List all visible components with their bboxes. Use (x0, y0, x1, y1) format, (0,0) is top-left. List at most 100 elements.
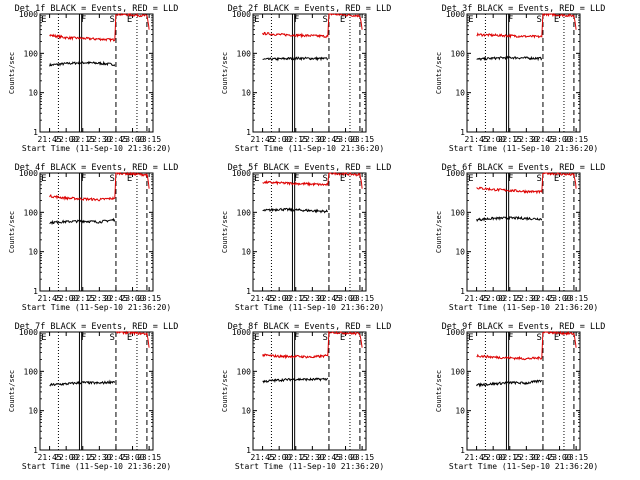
marker-label: E (468, 15, 473, 25)
events-series-line (49, 379, 116, 387)
lld-series-line (262, 330, 363, 360)
y-tick-label: 100 (451, 367, 466, 376)
events-series-line (49, 60, 116, 67)
marker-label: S (537, 333, 542, 343)
x-tick-label: 22:30 (514, 135, 538, 144)
x-tick-label: 23:15 (137, 294, 161, 303)
marker-label: S (110, 174, 115, 184)
x-tick-label: 23:00 (120, 294, 144, 303)
y-axis-label: Counts/sec (8, 52, 16, 94)
x-axis-label: Start Time (11-Sep-10 21:36:20) (235, 462, 384, 471)
y-tick-label: 1 (460, 446, 465, 455)
x-tick-label: 22:00 (54, 453, 78, 462)
x-tick-label: 23:00 (120, 135, 144, 144)
plot-frame (466, 331, 581, 451)
x-tick-label: 23:15 (350, 135, 374, 144)
y-tick-label: 10 (455, 248, 465, 257)
x-tick-label: 22:30 (87, 453, 111, 462)
x-tick-label: 23:15 (564, 294, 588, 303)
x-tick-label: 23:15 (137, 453, 161, 462)
y-tick-label: 1000 (446, 10, 465, 19)
marker-label: F (294, 15, 299, 25)
detector-panel: Det 9f BLACK = Events, RED = LLD 1 10 100 10… (435, 322, 605, 471)
x-tick-label: 22:30 (300, 294, 324, 303)
x-tick-label: 22:45 (104, 294, 128, 303)
y-tick-label: 10 (241, 89, 251, 98)
marker-label: E (468, 174, 473, 184)
marker-label: E (254, 174, 259, 184)
y-axis-label: Counts/sec (435, 211, 443, 253)
y-tick-label: 1 (460, 128, 465, 137)
x-tick-label: 22:45 (531, 453, 555, 462)
x-tick-label: 22:30 (300, 453, 324, 462)
x-tick-label: 21:45 (465, 135, 489, 144)
x-tick-label: 23:00 (547, 453, 571, 462)
x-tick-label: 22:45 (531, 294, 555, 303)
x-tick-label: 23:15 (564, 135, 588, 144)
marker-label: S (323, 174, 328, 184)
events-series-line (476, 215, 543, 223)
y-tick-label: 100 (237, 367, 252, 376)
events-series-line (262, 55, 329, 62)
x-axis-label: Start Time (11-Sep-10 21:36:20) (22, 303, 171, 312)
x-tick-label: 23:15 (350, 294, 374, 303)
y-tick-label: 1000 (232, 10, 251, 19)
plot-frame (252, 172, 367, 292)
y-tick-label: 1 (246, 287, 251, 296)
x-tick-label: 22:15 (284, 135, 308, 144)
y-tick-label: 10 (241, 248, 251, 257)
detector-panel: Det 4f BLACK = Events, RED = LLD 1 10 100 10… (8, 163, 178, 312)
y-tick-label: 1 (33, 287, 38, 296)
y-axis-label: Counts/sec (8, 370, 16, 412)
x-tick-label: 22:00 (481, 135, 505, 144)
x-tick-label: 22:00 (54, 294, 78, 303)
x-tick-label: 23:00 (333, 453, 357, 462)
marker-label: S (323, 333, 328, 343)
x-tick-label: 23:00 (547, 294, 571, 303)
y-tick-label: 1000 (19, 10, 38, 19)
plot-frame (39, 331, 154, 451)
y-tick-label: 100 (451, 208, 466, 217)
y-axis-label: Counts/sec (221, 52, 229, 94)
detector-panel: Det 8f BLACK = Events, RED = LLD 1 10 100 10… (221, 322, 391, 471)
y-axis-label: Counts/sec (435, 52, 443, 94)
marker-label: E (254, 15, 259, 25)
x-tick-label: 22:30 (87, 294, 111, 303)
x-tick-label: 23:00 (333, 135, 357, 144)
y-axis-label: Counts/sec (221, 370, 229, 412)
y-tick-label: 1 (33, 446, 38, 455)
x-tick-label: 21:45 (38, 135, 62, 144)
plot-frame (466, 13, 581, 133)
y-tick-label: 1000 (446, 328, 465, 337)
marker-label: F (81, 15, 86, 25)
events-series-line (49, 217, 116, 226)
marker-label: E (41, 15, 46, 25)
y-tick-label: 100 (237, 49, 252, 58)
panel-title: Det 5f BLACK = Events, RED = LLD (228, 163, 392, 173)
x-tick-label: 22:30 (514, 453, 538, 462)
x-tick-label: 22:15 (498, 294, 522, 303)
marker-label: S (537, 15, 542, 25)
lld-series-line (262, 172, 363, 189)
y-tick-label: 1 (246, 446, 251, 455)
x-tick-label: 21:45 (465, 294, 489, 303)
x-tick-label: 22:00 (267, 453, 291, 462)
y-tick-label: 1000 (19, 328, 38, 337)
plot-frame (39, 172, 154, 292)
y-tick-label: 10 (28, 89, 38, 98)
x-axis-label: Start Time (11-Sep-10 21:36:20) (449, 462, 598, 471)
x-axis-label: Start Time (11-Sep-10 21:36:20) (22, 462, 171, 471)
marker-label: F (508, 174, 513, 184)
x-axis-label: Start Time (11-Sep-10 21:36:20) (449, 144, 598, 153)
marker-label: E (127, 15, 132, 25)
x-tick-label: 21:45 (251, 294, 275, 303)
marker-label: E (340, 174, 345, 184)
lld-series-line (49, 171, 150, 202)
lld-series-line (476, 172, 577, 195)
y-tick-label: 100 (24, 367, 39, 376)
marker-label: E (340, 333, 345, 343)
x-tick-label: 22:45 (531, 135, 555, 144)
x-tick-label: 21:45 (465, 453, 489, 462)
x-tick-label: 22:45 (317, 294, 341, 303)
